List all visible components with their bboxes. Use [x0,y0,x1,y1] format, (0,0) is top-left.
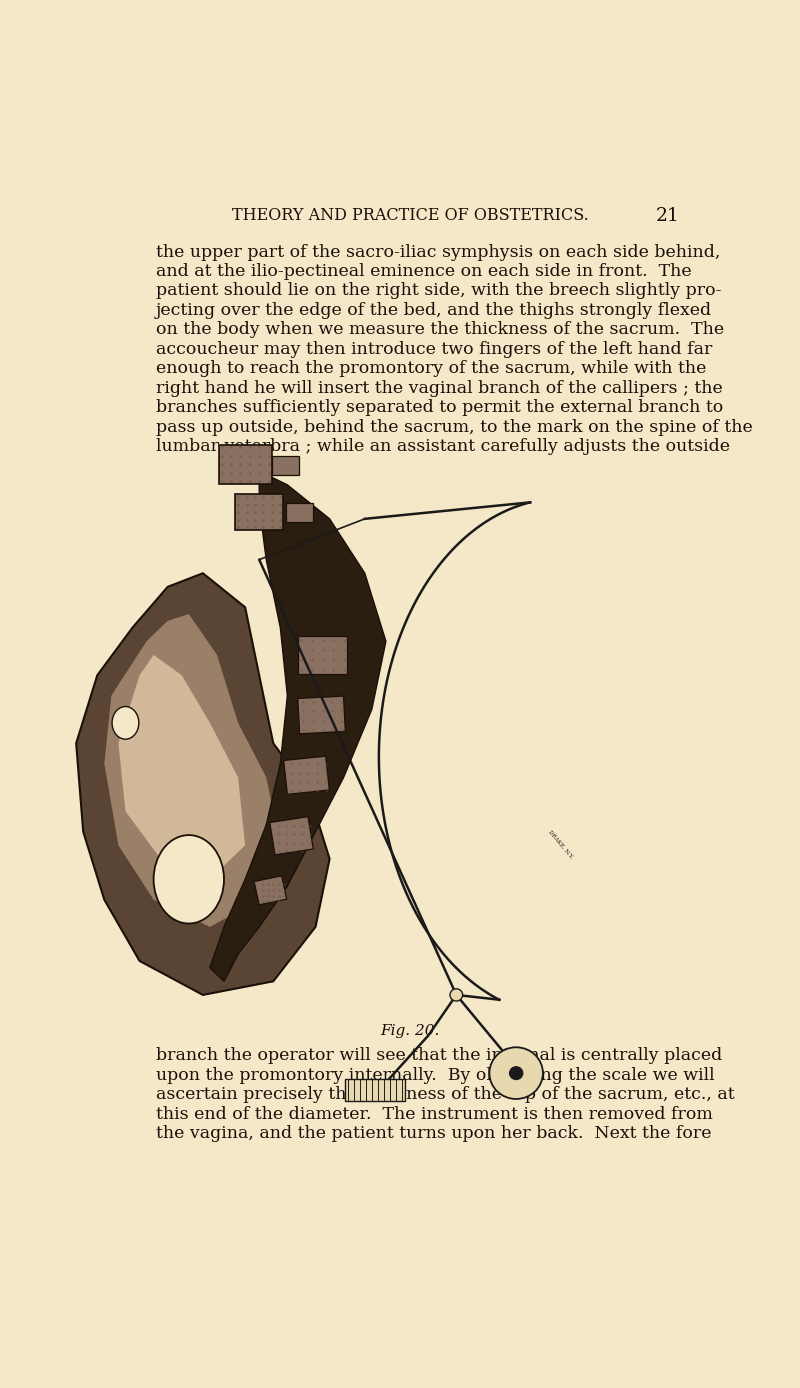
Text: the upper part of the sacro-iliac symphysis on each side behind,: the upper part of the sacro-iliac symphy… [156,243,720,261]
Bar [298,697,346,734]
Bar [286,504,313,522]
Text: Fig. 20.: Fig. 20. [380,1024,440,1038]
Polygon shape [118,655,245,880]
Text: this end of the diameter.  The instrument is then removed from: this end of the diameter. The instrument… [156,1106,713,1123]
Bar [270,816,314,855]
Ellipse shape [450,988,462,1001]
Text: ascertain precisely the thickness of the top of the sacrum, etc., at: ascertain precisely the thickness of the… [156,1087,734,1103]
Text: on the body when we measure the thickness of the sacrum.  The: on the body when we measure the thicknes… [156,321,724,339]
Text: pass up outside, behind the sacrum, to the mark on the spine of the: pass up outside, behind the sacrum, to t… [156,419,753,436]
Ellipse shape [490,1048,543,1099]
Polygon shape [76,573,330,995]
Text: 21: 21 [656,207,680,225]
Bar [235,494,283,530]
Text: patient should lie on the right side, with the breech slightly pro-: patient should lie on the right side, wi… [156,282,722,300]
Text: accoucheur may then introduce two fingers of the left hand far: accoucheur may then introduce two finger… [156,341,712,358]
Text: THEORY AND PRACTICE OF OBSTETRICS.: THEORY AND PRACTICE OF OBSTETRICS. [232,207,588,225]
Text: branch the operator will see that the internal is centrally placed: branch the operator will see that the in… [156,1047,722,1065]
Bar [254,876,286,905]
Bar [218,444,271,484]
Text: lumbar veterbra ; while an assistant carefully adjusts the outside: lumbar veterbra ; while an assistant car… [156,439,730,455]
Bar [346,1080,406,1101]
Text: DRAKE, N.Y.: DRAKE, N.Y. [548,830,574,861]
Text: the vagina, and the patient turns upon her back.  Next the fore: the vagina, and the patient turns upon h… [156,1126,711,1142]
Polygon shape [210,471,386,981]
Ellipse shape [510,1066,523,1080]
Text: right hand he will insert the vaginal branch of the callipers ; the: right hand he will insert the vaginal br… [156,380,722,397]
Ellipse shape [154,836,224,923]
Bar [284,756,330,794]
Ellipse shape [112,706,139,740]
Text: and at the ilio-pectineal eminence on each side in front.  The: and at the ilio-pectineal eminence on ea… [156,262,691,280]
Polygon shape [104,613,280,927]
Text: jecting over the edge of the bed, and the thighs strongly flexed: jecting over the edge of the bed, and th… [156,301,712,319]
Bar [298,636,347,673]
Bar [272,455,298,475]
Text: upon the promontory internally.  By observing the scale we will: upon the promontory internally. By obser… [156,1066,714,1084]
Text: enough to reach the promontory of the sacrum, while with the: enough to reach the promontory of the sa… [156,361,706,378]
Text: branches sufficiently separated to permit the external branch to: branches sufficiently separated to permi… [156,400,723,416]
